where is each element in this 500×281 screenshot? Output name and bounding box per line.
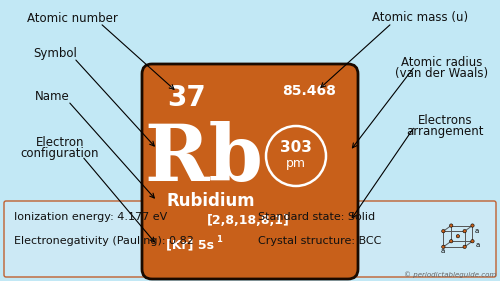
- Text: Atomic radius: Atomic radius: [402, 56, 482, 69]
- Text: Electron: Electron: [36, 137, 84, 149]
- Text: Symbol: Symbol: [33, 46, 77, 60]
- Text: a: a: [476, 242, 480, 248]
- Text: (van der Waals): (van der Waals): [396, 67, 488, 80]
- Text: [Kr] 5s: [Kr] 5s: [166, 239, 214, 251]
- Text: Crystal structure: BCC: Crystal structure: BCC: [258, 236, 382, 246]
- FancyBboxPatch shape: [142, 64, 358, 279]
- Circle shape: [463, 245, 466, 248]
- Text: Electrons: Electrons: [418, 114, 472, 128]
- Text: a: a: [440, 248, 444, 254]
- Text: Ionization energy: 4.177 eV: Ionization energy: 4.177 eV: [14, 212, 167, 222]
- Circle shape: [456, 235, 460, 238]
- Text: Atomic mass (u): Atomic mass (u): [372, 12, 468, 24]
- Text: Rb: Rb: [144, 121, 264, 197]
- Circle shape: [471, 240, 474, 243]
- Circle shape: [471, 224, 474, 227]
- Text: a: a: [474, 228, 478, 234]
- Text: arrangement: arrangement: [406, 126, 484, 139]
- Text: Name: Name: [34, 90, 70, 103]
- Text: Electronegativity (Pauling): 0.82: Electronegativity (Pauling): 0.82: [14, 236, 194, 246]
- Circle shape: [450, 240, 453, 243]
- FancyBboxPatch shape: [4, 201, 496, 277]
- Text: 1: 1: [216, 235, 222, 244]
- Text: pm: pm: [286, 157, 306, 171]
- Text: configuration: configuration: [21, 148, 99, 160]
- Circle shape: [442, 245, 445, 248]
- Circle shape: [450, 224, 453, 227]
- Text: Atomic number: Atomic number: [26, 12, 118, 24]
- Text: 37: 37: [167, 84, 206, 112]
- Text: [2,8,18,8,1]: [2,8,18,8,1]: [207, 214, 290, 228]
- Text: 303: 303: [280, 140, 312, 155]
- Circle shape: [463, 230, 466, 233]
- Circle shape: [442, 230, 445, 233]
- Text: Standard state: Solid: Standard state: Solid: [258, 212, 375, 222]
- Text: 85.468: 85.468: [282, 84, 336, 98]
- Text: Rubidium: Rubidium: [166, 192, 254, 210]
- Text: © periodictableguide.com: © periodictableguide.com: [404, 271, 496, 278]
